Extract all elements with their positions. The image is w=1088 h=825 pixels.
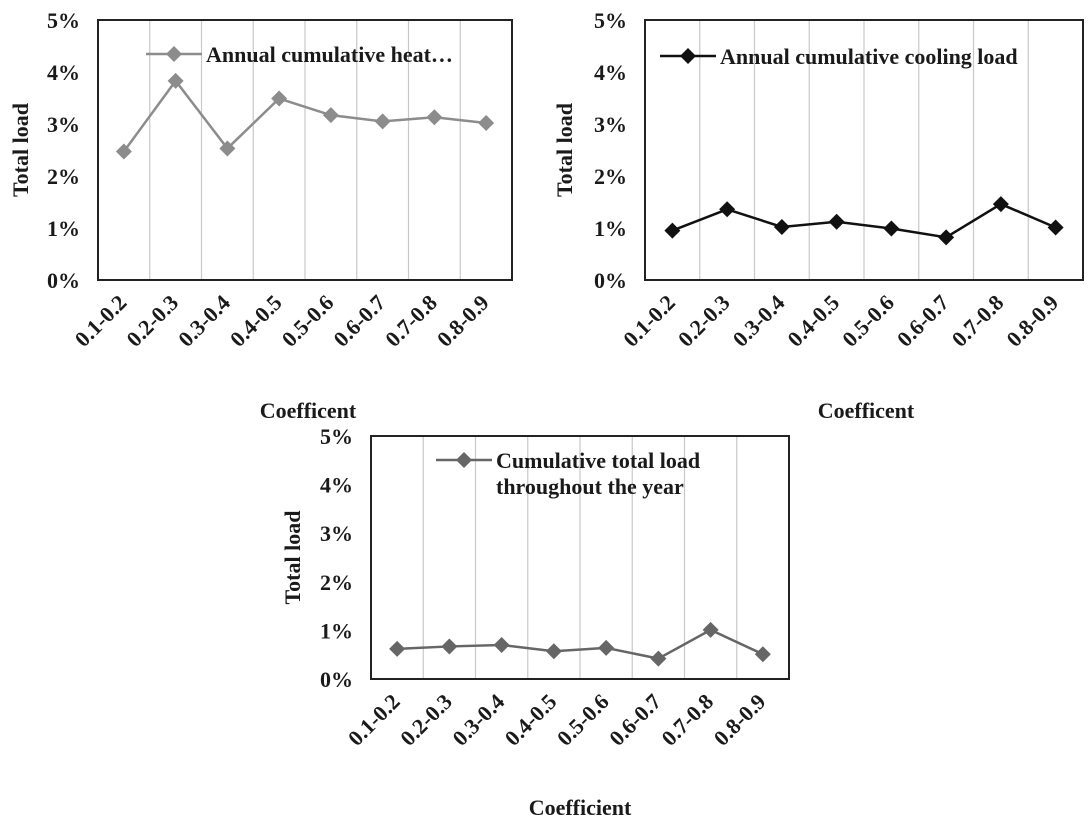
y-tick-label: 0% <box>47 268 80 293</box>
x-tick-label: 0.5-0.6 <box>277 290 339 352</box>
y-tick-label: 3% <box>594 112 627 137</box>
y-tick-label: 4% <box>320 473 353 498</box>
x-tick-label: 0.2-0.3 <box>673 290 735 352</box>
series-line <box>671 202 1057 239</box>
x-tick-label: 0.7-0.8 <box>947 290 1009 352</box>
x-tick-label: 0.2-0.3 <box>395 689 457 751</box>
x-tick-label: 0.3-0.4 <box>447 689 509 751</box>
legend-marker <box>456 452 472 468</box>
x-tick-label: 0.8-0.9 <box>1001 290 1063 352</box>
data-point <box>115 143 132 160</box>
plot-area <box>370 435 790 680</box>
x-tick-label: 0.3-0.4 <box>728 290 790 352</box>
plot-area <box>97 19 513 281</box>
x-tick-label: 0.8-0.9 <box>709 689 771 751</box>
x-axis-label: Coefficent <box>818 398 915 423</box>
data-point <box>938 229 955 246</box>
x-tick-label: 0.4-0.5 <box>782 290 844 352</box>
legend-label: Annual cumulative heat… <box>206 42 453 67</box>
data-point <box>493 636 510 653</box>
data-point <box>883 220 900 237</box>
x-tick-label: 0.6-0.7 <box>328 290 390 352</box>
x-tick-label: 0.7-0.8 <box>380 290 442 352</box>
cooling-load-chart: 0% 1% 2% 3% 4% 5% 0.1-0.20.2-0.30.3-0.40.4-0.5… <box>552 8 1084 423</box>
data-point <box>426 109 443 126</box>
x-tick-label: 0.5-0.6 <box>552 689 614 751</box>
x-tick-label: 0.1-0.2 <box>618 290 680 352</box>
y-axis-label: Total load <box>8 103 33 197</box>
y-tick-label: 0% <box>594 268 627 293</box>
data-point <box>992 196 1009 213</box>
series-line <box>397 628 764 660</box>
y-tick-label: 4% <box>594 60 627 85</box>
x-axis-label: Coefficient <box>529 795 632 820</box>
data-point <box>441 638 458 655</box>
x-tick-label: 0.3-0.4 <box>173 290 235 352</box>
data-point <box>719 201 736 218</box>
plot-area <box>644 19 1084 281</box>
x-tick-label: 0.4-0.5 <box>500 689 562 751</box>
data-point <box>374 113 391 130</box>
data-point <box>271 90 288 107</box>
data-point <box>828 213 845 230</box>
data-point <box>702 621 719 638</box>
data-point <box>545 643 562 660</box>
data-point <box>167 72 184 89</box>
y-tick-label: 1% <box>320 618 353 643</box>
y-tick-label: 5% <box>47 8 80 33</box>
data-point <box>598 639 615 656</box>
y-tick-label: 2% <box>594 164 627 189</box>
legend-marker <box>680 48 696 64</box>
y-tick-label: 2% <box>320 570 353 595</box>
data-point <box>478 114 495 131</box>
x-tick-label: 0.5-0.6 <box>837 290 899 352</box>
y-tick-label: 3% <box>47 112 80 137</box>
data-point <box>219 140 236 157</box>
x-axis-label: Coefficent <box>260 398 357 423</box>
x-tick-label: 0.4-0.5 <box>225 290 287 352</box>
y-tick-label: 0% <box>320 667 353 692</box>
x-tick-label: 0.8-0.9 <box>432 290 494 352</box>
y-tick-label: 1% <box>47 216 80 241</box>
data-point <box>773 218 790 235</box>
data-point <box>389 640 406 657</box>
x-tick-label: 0.1-0.2 <box>343 689 405 751</box>
x-tick-label: 0.6-0.7 <box>604 689 666 751</box>
x-tick-label: 0.6-0.7 <box>892 290 954 352</box>
data-point <box>754 646 771 663</box>
legend-marker <box>166 46 182 62</box>
y-axis-label: Total load <box>552 103 577 197</box>
data-point <box>664 222 681 239</box>
legend-label: throughout the year <box>496 474 684 499</box>
y-tick-label: 3% <box>320 521 353 546</box>
x-tick-label: 0.7-0.8 <box>656 689 718 751</box>
y-tick-label: 2% <box>47 164 80 189</box>
series-line <box>122 78 487 153</box>
y-tick-label: 5% <box>320 424 353 449</box>
y-axis-label: Total load <box>280 511 305 605</box>
legend-label: Annual cumulative cooling load <box>720 44 1018 69</box>
y-tick-label: 1% <box>594 216 627 241</box>
total-load-chart: 0% 1% 2% 3% 4% 5% 0.1-0.20.2-0.30.3-0.40.4-0.5… <box>280 424 790 820</box>
legend-label: Cumulative total load <box>496 448 700 473</box>
x-tick-label: 0.2-0.3 <box>121 290 183 352</box>
y-tick-label: 5% <box>594 8 627 33</box>
data-point <box>1047 219 1064 236</box>
data-point <box>322 107 339 124</box>
x-tick-label: 0.1-0.2 <box>70 290 132 352</box>
data-point <box>650 650 667 667</box>
heating-load-chart: 0% 1% 2% 3% 4% 5% 0.1-0.20.2-0.30.3-0.40.4-0.5… <box>8 8 513 423</box>
y-tick-label: 4% <box>47 60 80 85</box>
